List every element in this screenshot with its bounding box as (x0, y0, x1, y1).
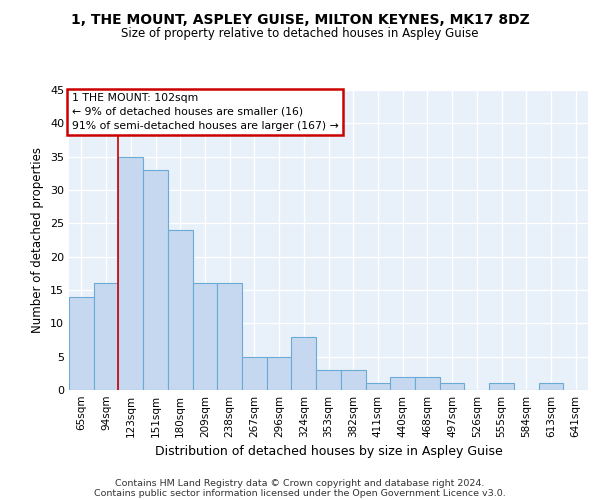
Bar (489, 384, 514, 390)
Text: Size of property relative to detached houses in Aspley Guise: Size of property relative to detached ho… (121, 28, 479, 40)
Bar (390, 376, 415, 390)
Text: 1 THE MOUNT: 102sqm
← 9% of detached houses are smaller (16)
91% of semi-detache: 1 THE MOUNT: 102sqm ← 9% of detached hou… (71, 93, 338, 131)
Text: Contains HM Land Registry data © Crown copyright and database right 2024.: Contains HM Land Registry data © Crown c… (115, 478, 485, 488)
Bar (440, 384, 464, 390)
Bar (118, 156, 143, 390)
X-axis label: Distribution of detached houses by size in Aspley Guise: Distribution of detached houses by size … (155, 446, 502, 458)
Bar (69, 296, 94, 390)
Bar (168, 230, 193, 390)
Bar (242, 356, 267, 390)
Bar (292, 336, 316, 390)
Bar (365, 384, 390, 390)
Bar (316, 370, 341, 390)
Text: Contains public sector information licensed under the Open Government Licence v3: Contains public sector information licen… (94, 488, 506, 498)
Bar (217, 284, 242, 390)
Bar (94, 284, 118, 390)
Text: 1, THE MOUNT, ASPLEY GUISE, MILTON KEYNES, MK17 8DZ: 1, THE MOUNT, ASPLEY GUISE, MILTON KEYNE… (71, 12, 529, 26)
Bar (143, 170, 168, 390)
Y-axis label: Number of detached properties: Number of detached properties (31, 147, 44, 333)
Bar (539, 384, 563, 390)
Bar (341, 370, 365, 390)
Bar (193, 284, 217, 390)
Bar (415, 376, 440, 390)
Bar (267, 356, 292, 390)
